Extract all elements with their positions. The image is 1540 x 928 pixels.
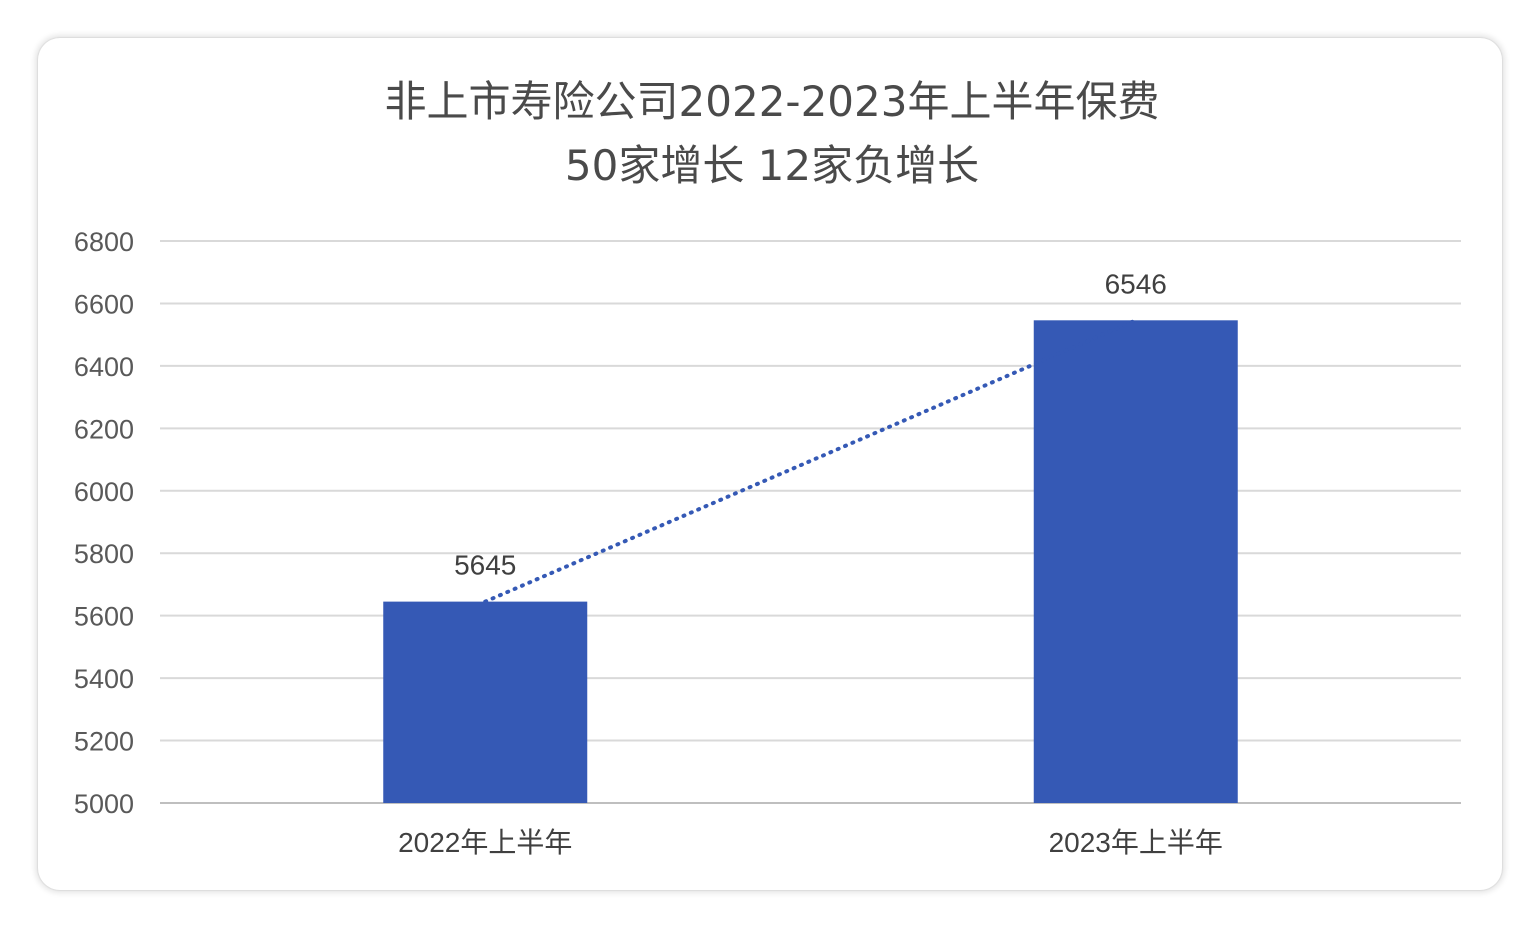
y-tick-label: 5800: [74, 539, 134, 569]
trendline: [483, 318, 1138, 604]
gridlines: [160, 240, 1461, 804]
y-tick-label: 5400: [74, 664, 134, 694]
chart-title-line-2: 50家增长 12家负增长: [565, 141, 979, 190]
y-tick-label: 6200: [74, 414, 134, 444]
data-labels: 5645 6546: [454, 268, 1167, 580]
bars: [383, 320, 1238, 803]
x-category-label: 2022年上半年: [398, 827, 572, 858]
data-label: 6546: [1105, 268, 1167, 299]
bar: [1033, 320, 1238, 803]
y-tick-label: 6600: [74, 289, 134, 319]
x-category-label: 2023年上半年: [1049, 827, 1223, 858]
y-tick-label: 6000: [74, 477, 134, 507]
bar: [383, 601, 588, 803]
y-tick-label: 5200: [74, 727, 134, 757]
trendline-layer: [483, 318, 1138, 604]
y-axis-ticks: 5000 5200 5400 5600 5800 6000 6200 6400 6600 6800: [74, 227, 134, 819]
y-tick-label: 5000: [74, 789, 134, 819]
data-label: 5645: [454, 550, 516, 581]
y-tick-label: 6800: [74, 227, 134, 257]
y-tick-label: 5600: [74, 602, 134, 632]
chart-title-line-1: 非上市寿险公司2022-2023年上半年保费: [385, 77, 1160, 126]
y-tick-label: 6400: [74, 352, 134, 382]
x-axis-categories: 2022年上半年 2023年上半年: [398, 827, 1223, 858]
chart-card: [38, 38, 1502, 890]
